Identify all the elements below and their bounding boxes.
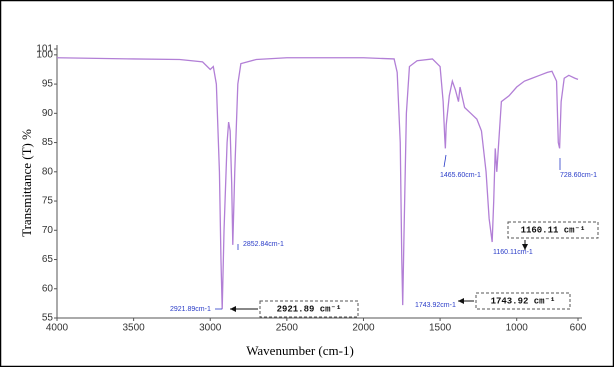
x-tick-label: 2500 <box>276 323 299 334</box>
y-tick-label: 101 <box>36 44 53 55</box>
peak-label: 2921.89cm-1 <box>170 306 211 313</box>
callout-box <box>475 292 571 310</box>
x-tick-label: 1000 <box>506 323 529 334</box>
x-tick-label: 3000 <box>199 323 222 334</box>
x-tick-label: 3500 <box>122 323 145 334</box>
y-tick-label: 95 <box>42 79 54 90</box>
y-tick-label: 75 <box>42 196 54 207</box>
peak-label: 1743.92cm-1 <box>415 302 456 309</box>
y-tick-label: 100 <box>36 49 53 60</box>
y-tick-label: 55 <box>42 313 54 324</box>
spectrum-line <box>56 57 579 310</box>
peak-label: 728.60cm-1 <box>560 172 597 179</box>
y-tick-label: 60 <box>42 283 54 294</box>
peak-label: 1160.11cm-1 <box>493 249 533 256</box>
callout-label: 1743.92 cm⁻¹ <box>491 296 556 306</box>
x-tick-label: 600 <box>570 323 587 334</box>
y-tick-label: 80 <box>42 166 54 177</box>
x-tick-label: 4000 <box>46 323 69 334</box>
x-axis-label: Wavenumber (cm-1) <box>246 343 354 358</box>
y-tick-label: 90 <box>42 108 54 119</box>
callout-label: 2921.89 cm⁻¹ <box>277 304 342 314</box>
callout-box <box>507 221 599 239</box>
x-tick-label: 1500 <box>429 323 452 334</box>
callout-arrowhead <box>458 298 464 304</box>
peak-label: 2852.84cm-1 <box>243 241 284 248</box>
y-tick-label: 85 <box>42 137 54 148</box>
callout-box <box>259 300 359 318</box>
y-axis-label: Transmittance (T) % <box>19 129 34 237</box>
peak-leader <box>443 154 447 168</box>
callout-label: 1160.11 cm⁻¹ <box>521 225 586 235</box>
peak-label: 1465.60cm-1 <box>440 172 481 179</box>
callout-arrowhead <box>230 306 236 312</box>
y-tick-label: 70 <box>42 225 54 236</box>
callout-arrowhead <box>522 244 528 250</box>
x-tick-label: 2000 <box>352 323 375 334</box>
y-tick-label: 65 <box>42 254 54 265</box>
